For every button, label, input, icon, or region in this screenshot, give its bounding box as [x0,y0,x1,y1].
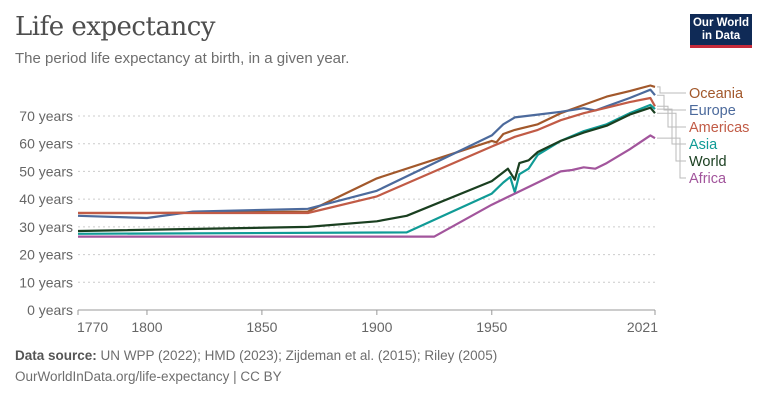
logo-line-2: in Data [701,30,741,42]
x-tick-label: 1950 [476,319,507,335]
y-tick-label: 10 years [19,274,73,290]
y-tick-label: 40 years [19,191,73,207]
series-line-europe [77,88,656,220]
legend-connector [657,94,686,111]
y-tick-label: 20 years [19,247,73,263]
x-tick-label: 1900 [361,319,392,335]
legend-connector [657,137,686,179]
legend-label-oceania: Oceania [689,86,744,102]
source-label: Data source: [15,348,97,363]
legend-connector [657,86,686,94]
x-tick-label: 2021 [627,319,658,335]
legend-label-world: World [689,154,727,170]
x-tick-label: 1850 [246,319,277,335]
chart-subtitle: The period life expectancy at birth, in … [15,50,350,67]
x-tick-label: 1770 [77,319,108,335]
legend-connector [657,105,686,128]
legend-label-asia: Asia [689,137,718,153]
y-tick-label: 70 years [19,108,73,124]
series-line-americas [78,96,656,215]
legend-label-americas: Americas [689,120,749,136]
chart-title: Life expectancy [15,12,215,42]
series-line-world [77,106,656,233]
y-tick-label: 30 years [19,219,73,235]
data-source: Data source: UN WPP (2022); HMD (2023); … [15,348,497,363]
y-tick-label: 60 years [19,136,73,152]
legend-label-africa: Africa [689,171,727,187]
x-tick-label: 1800 [131,319,162,335]
owid-logo[interactable]: Our World in Data [690,14,752,48]
source-url[interactable]: OurWorldInData.org/life-expectancy | CC … [15,369,282,384]
legend-connector [657,108,686,145]
source-text: UN WPP (2022); HMD (2023); Zijdeman et a… [100,348,498,363]
series-line-asia [77,103,656,235]
legend-connector [657,112,686,162]
logo-line-1: Our World [692,17,749,29]
series-line-africa [78,134,656,238]
y-tick-label: 50 years [19,163,73,179]
series-line-oceania [78,84,656,215]
legend-label-europe: Europe [689,103,736,119]
y-tick-label: 0 years [27,302,73,318]
